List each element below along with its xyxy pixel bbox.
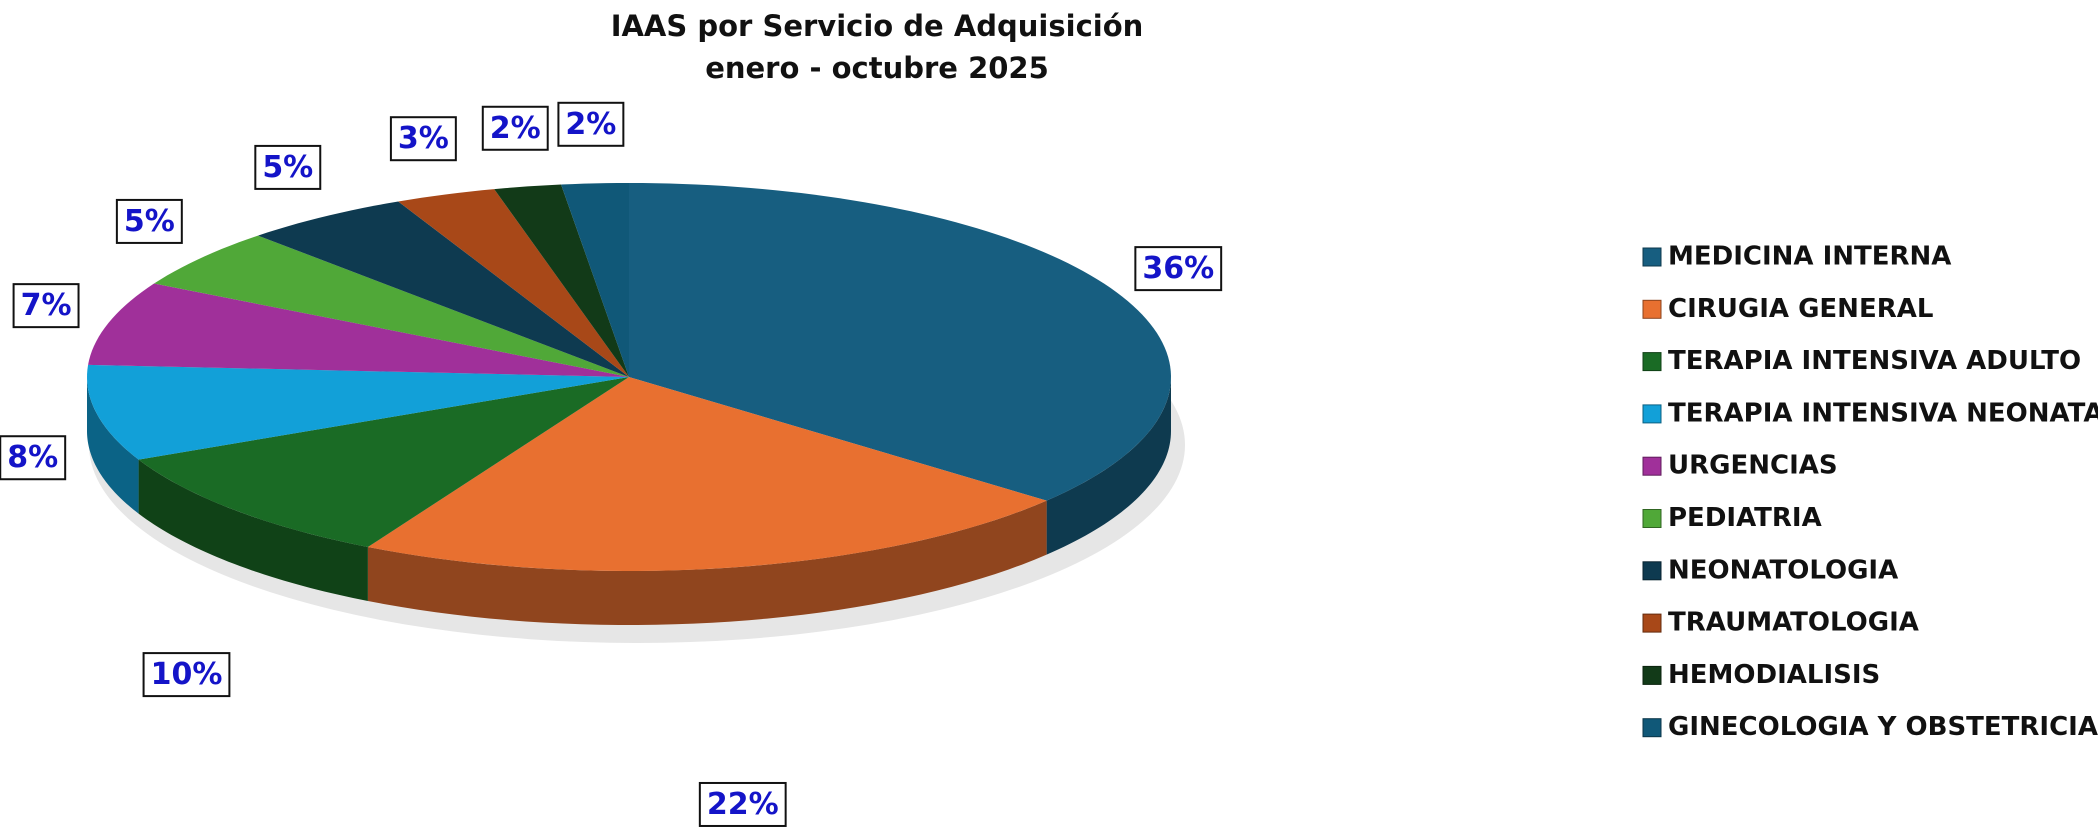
data-label-box (481, 105, 549, 151)
chart-title: IAAS por Servicio de Adquisición (611, 9, 1144, 43)
data-label-box (254, 144, 322, 190)
legend-label: HEMODIALISIS (1668, 660, 1880, 690)
pie-slice (494, 184, 629, 377)
legend-swatch (1642, 456, 1662, 476)
legend-label: PEDIATRIA (1668, 503, 1822, 533)
data-label-text: 10% (151, 657, 223, 692)
data-label-text: 2% (490, 111, 541, 146)
pie-slice (561, 183, 629, 377)
legend-swatch (1642, 561, 1662, 581)
slice-side (1046, 377, 1171, 555)
legend-swatch (1642, 509, 1662, 528)
data-label-text: 8% (7, 440, 58, 475)
legend-swatch (1642, 613, 1662, 633)
legend-label: NEONATOLOGIA (1668, 555, 1898, 585)
legend-label: TRAUMATOLOGIA (1668, 608, 1919, 638)
legend-swatch (1642, 718, 1662, 738)
legend-swatch (1642, 404, 1662, 424)
pie-slice (138, 377, 629, 548)
data-label-text: 7% (21, 288, 72, 323)
data-label: 36% (1134, 246, 1223, 292)
slice-side (138, 459, 368, 602)
legend-label: CIRUGIA GENERAL (1668, 294, 1933, 324)
data-label: 2% (481, 105, 549, 151)
data-label-text: 3% (398, 121, 449, 156)
data-label-box (389, 116, 457, 162)
data-label: 7% (12, 283, 80, 329)
data-label: 10% (142, 652, 231, 698)
data-label-text: 36% (1142, 251, 1214, 286)
data-label: 22% (698, 781, 787, 827)
pie-slice (367, 377, 1047, 571)
data-label-box (1134, 246, 1223, 292)
pie-slice (88, 283, 629, 377)
data-label-text: 2% (565, 107, 616, 142)
legend-swatch (1642, 299, 1662, 319)
data-label-box (142, 652, 231, 698)
legend-swatch (1642, 247, 1662, 267)
data-label-box (698, 781, 787, 827)
data-label-text: 5% (124, 204, 175, 239)
data-label: 3% (389, 116, 457, 162)
data-label-text: 5% (262, 150, 313, 185)
legend-label: GINECOLOGIA Y OBSTETRICIA (1668, 712, 2098, 742)
data-label: 2% (557, 101, 625, 147)
data-label-box (557, 101, 625, 147)
data-label: 5% (115, 198, 183, 244)
data-label-box (0, 435, 67, 481)
legend-swatch (1642, 352, 1662, 372)
legend-label: URGENCIAS (1668, 451, 1838, 481)
data-label: 5% (254, 144, 322, 190)
slice-side (87, 377, 139, 514)
pie-slice (398, 189, 629, 377)
legend-label: MEDICINA INTERNA (1668, 242, 1951, 272)
legend-label: TERAPIA INTENSIVA NEONATAL (1668, 398, 2098, 428)
legend-swatch (1642, 665, 1662, 685)
data-label-box (115, 198, 183, 244)
slice-side (367, 500, 1047, 625)
legend-label: TERAPIA INTENSIVA ADULTO (1668, 346, 2081, 376)
pie-slice (629, 183, 1171, 501)
data-label-text: 22% (707, 787, 779, 822)
pie-slice (154, 235, 629, 377)
pie-slice (87, 364, 629, 460)
chart-subtitle: enero - octubre 2025 (705, 51, 1049, 85)
pie-slice (257, 201, 629, 377)
data-label: 8% (0, 435, 67, 481)
data-label-box (12, 283, 80, 329)
